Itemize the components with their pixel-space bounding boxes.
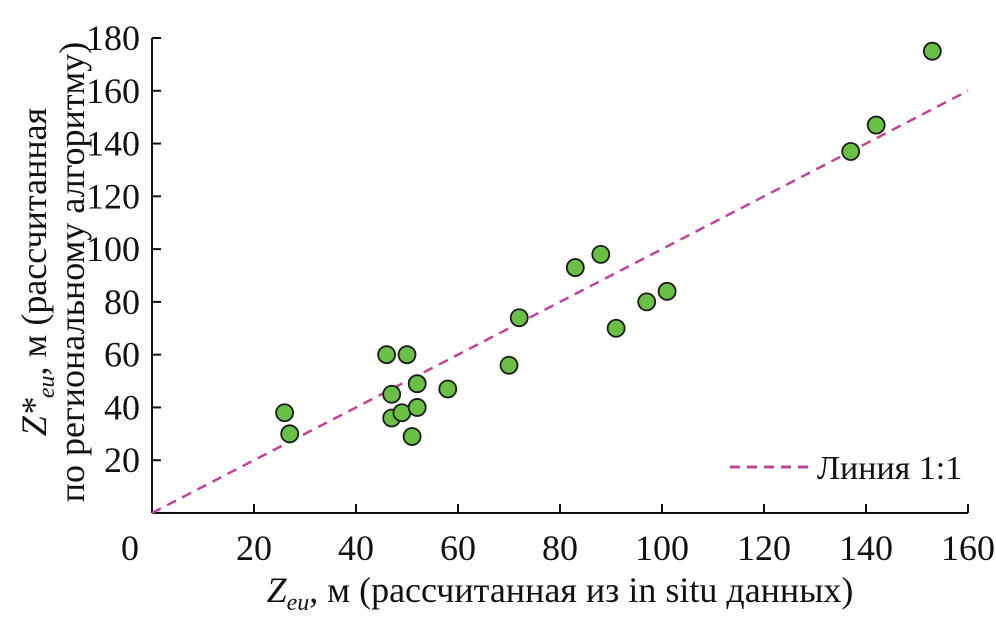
- x-tick-label: 120: [737, 528, 791, 568]
- x-tick-label: 20: [236, 528, 272, 568]
- scatter-point: [841, 142, 861, 161]
- y-axis-ticks: 20 40 60 80 100 120 140 160 180: [86, 18, 161, 480]
- x-tick-label: 160: [941, 528, 995, 568]
- y-tick-label: 160: [86, 71, 140, 111]
- scatter-point: [397, 345, 417, 365]
- y-tick-label: 180: [86, 18, 140, 58]
- scatter-point: [565, 258, 585, 277]
- scatter-point: [438, 379, 458, 399]
- y-axis-title-line1: Z*eu, м (рассчитанная: [14, 108, 60, 436]
- scatter-point: [407, 374, 427, 394]
- x-tick-label: 0: [121, 528, 139, 568]
- scatter-point: [606, 318, 626, 338]
- legend: Линия 1:1: [730, 450, 962, 487]
- legend-label: Линия 1:1: [817, 450, 962, 487]
- axes: [151, 38, 968, 514]
- scatter-point: [509, 308, 529, 328]
- data-points: [275, 41, 942, 446]
- scatter-point: [377, 345, 397, 365]
- x-tick-label: 80: [542, 528, 578, 568]
- x-tick-label: 60: [440, 528, 476, 568]
- x-tick-label: 100: [635, 528, 689, 568]
- x-tick-label: 40: [338, 528, 374, 568]
- scatter-point: [275, 403, 295, 423]
- x-tick-label: 140: [839, 528, 893, 568]
- scatter-point: [657, 281, 677, 301]
- y-tick-label: 140: [86, 124, 140, 164]
- y-axis-title: Z*eu, м (рассчитанная по региональному а…: [14, 42, 92, 502]
- y-tick-label: 60: [104, 335, 140, 375]
- scatter-point: [591, 244, 611, 264]
- scatter-point: [382, 384, 402, 404]
- x-axis-ticks: 0 20 40 60 80 100 120 140 160: [121, 504, 995, 568]
- y-axis-title-line2: по региональному алгоритму): [52, 42, 92, 502]
- y-tick-label: 100: [86, 229, 140, 269]
- x-axis-title: Zeu, м (рассчитанная из in situ данных): [267, 570, 854, 616]
- scatter-point: [280, 424, 300, 444]
- y-tick-label: 120: [86, 176, 140, 216]
- scatter-point: [922, 41, 942, 61]
- scatter-point: [407, 398, 427, 417]
- scatter-point: [866, 115, 886, 135]
- y-tick-label: 80: [104, 282, 140, 322]
- scatter-point: [637, 292, 657, 312]
- scatter-point: [499, 355, 519, 375]
- y-tick-label: 20: [104, 440, 140, 480]
- y-tick-label: 40: [104, 387, 140, 427]
- scatter-point: [402, 427, 422, 446]
